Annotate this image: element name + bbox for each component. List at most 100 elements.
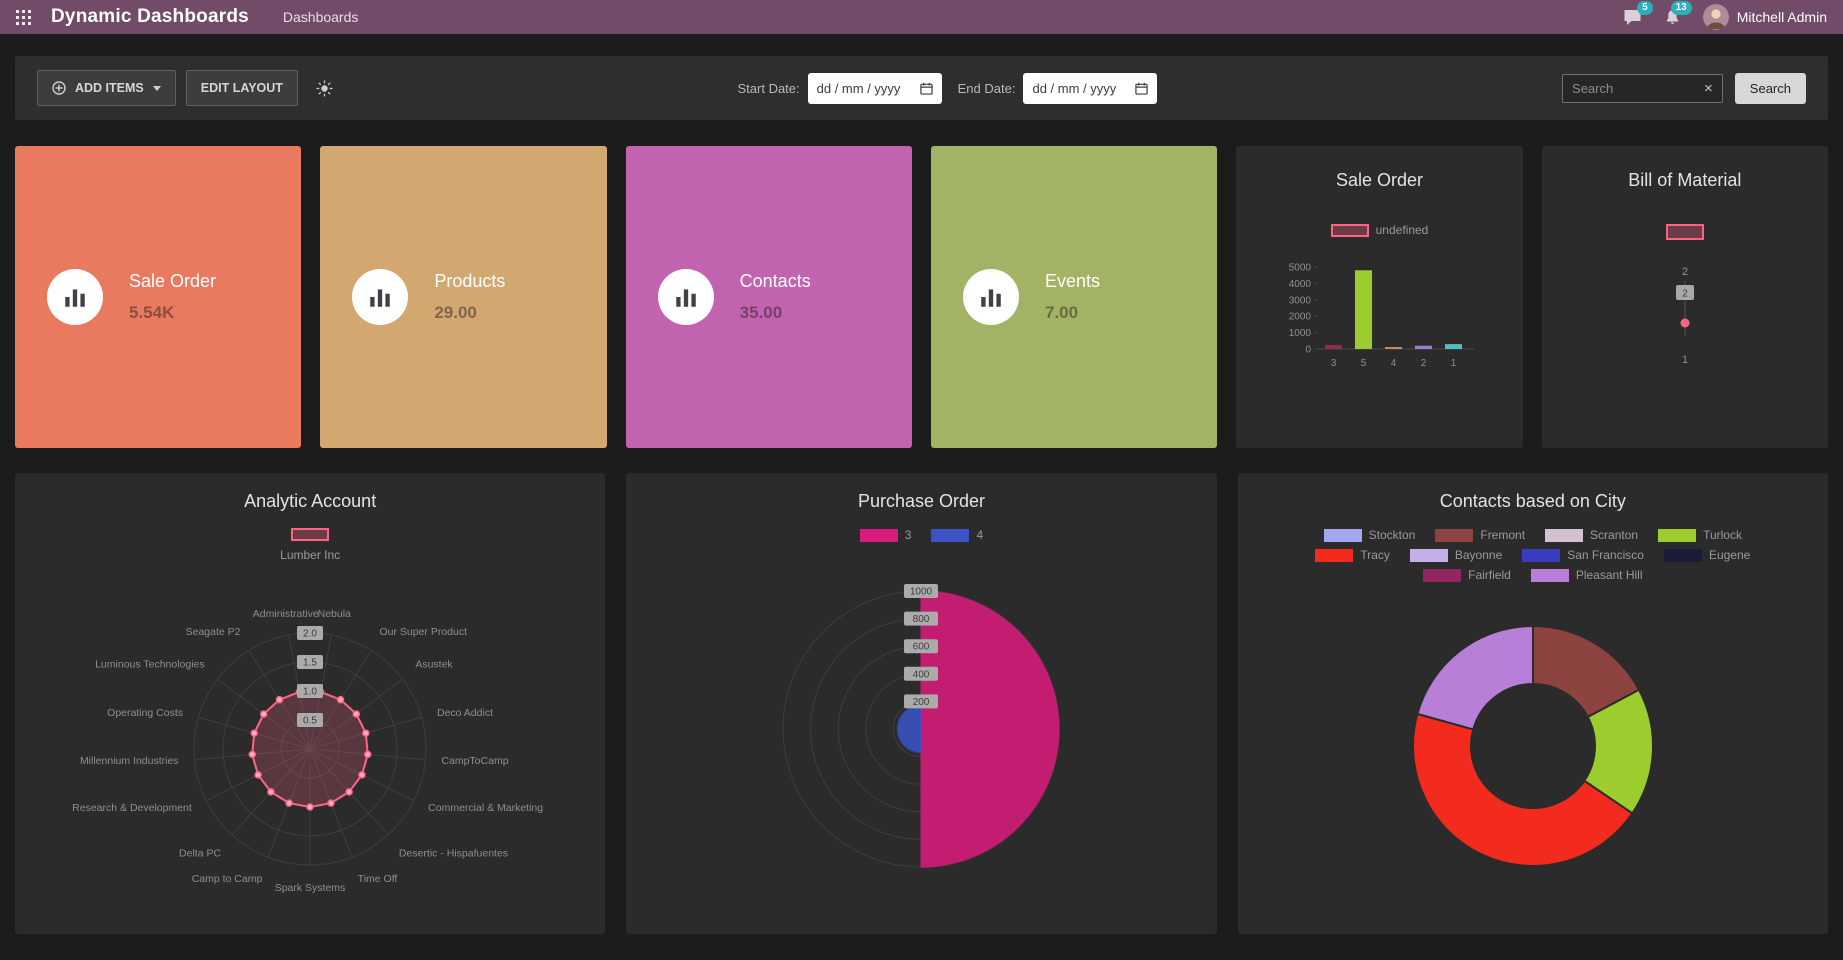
legend-swatch: [1530, 568, 1569, 582]
legend-row: Tracy Bayonne San Francisco Eugene: [1315, 548, 1750, 562]
chevron-down-icon: [152, 85, 161, 91]
svg-text:3: 3: [1331, 358, 1337, 369]
activities-bell-icon[interactable]: 13: [1664, 0, 1692, 26]
svg-text:1000: 1000: [910, 587, 933, 598]
top-navbar: Dynamic Dashboards Dashboards 5 13 Mitch…: [0, 0, 1843, 34]
legend-swatch: [1323, 528, 1362, 542]
chart-card-analytic-account: Analytic Account Lumber Inc Nebula Our Su…: [15, 473, 606, 934]
kpi-value: 7.00: [1045, 303, 1079, 322]
legend-item[interactable]: Stockton: [1323, 528, 1415, 542]
messages-icon[interactable]: 5: [1623, 0, 1653, 26]
legend-item[interactable]: 3: [859, 528, 912, 542]
svg-text:Camp to Camp: Camp to Camp: [192, 873, 263, 885]
start-date-input[interactable]: [816, 80, 913, 96]
legend-item[interactable]: Eugene: [1663, 548, 1750, 562]
svg-text:2000: 2000: [1289, 312, 1312, 323]
svg-text:Desertic - Hispafuentes: Desertic - Hispafuentes: [399, 848, 508, 860]
legend-item[interactable]: Scranton: [1545, 528, 1638, 542]
legend-item[interactable]: 4: [931, 528, 983, 542]
clear-search-icon[interactable]: ×: [1704, 79, 1713, 97]
kpi-value: 5.54K: [129, 303, 175, 322]
calendar-icon[interactable]: [919, 82, 933, 95]
legend-item[interactable]: Turlock: [1658, 528, 1742, 542]
user-menu[interactable]: Mitchell Admin: [1702, 4, 1827, 30]
legend-label: undefined: [1375, 223, 1429, 237]
svg-text:2: 2: [1682, 266, 1688, 278]
menu-dashboards[interactable]: Dashboards: [282, 9, 359, 25]
legend-label: Pleasant Hill: [1575, 568, 1643, 582]
legend-item[interactable]: Fairfield: [1423, 568, 1511, 582]
svg-text:3000: 3000: [1289, 295, 1312, 306]
svg-text:1000: 1000: [1289, 328, 1312, 339]
dashboard-toolbar: ADD ITEMS EDIT LAYOUT Start Date: End Da…: [15, 56, 1828, 120]
legend-swatch: [1330, 223, 1369, 237]
legend-label: Fremont: [1480, 528, 1526, 542]
svg-text:2: 2: [1682, 289, 1688, 300]
legend-item[interactable]: Pleasant Hill: [1530, 568, 1643, 582]
legend-label: 3: [904, 528, 912, 542]
purchase-order-polar-chart: 200 400 600 800 1000: [782, 584, 1061, 869]
chart-title: Contacts based on City: [1439, 491, 1626, 511]
calendar-icon[interactable]: [1135, 82, 1149, 95]
theme-toggle-sun-icon[interactable]: [316, 79, 333, 97]
svg-text:0.5: 0.5: [303, 716, 317, 727]
search-input[interactable]: [1572, 80, 1705, 96]
kpi-tile-contacts[interactable]: Contacts 35.00: [625, 146, 912, 448]
svg-text:2: 2: [1421, 358, 1427, 369]
legend-item[interactable]: Tracy: [1315, 548, 1390, 562]
kpi-tile-products[interactable]: Products 29.00: [320, 146, 607, 448]
user-name: Mitchell Admin: [1736, 9, 1827, 25]
svg-text:0: 0: [1306, 345, 1312, 356]
svg-text:1: 1: [1682, 354, 1688, 366]
chart-card-contacts-by-city: Stockton Fremont Scranton Turlock Tracy Bayon…: [1237, 473, 1828, 934]
chart-title: Sale Order: [1335, 170, 1424, 190]
add-items-label: ADD ITEMS: [75, 81, 144, 95]
legend-swatch: [1315, 548, 1354, 562]
chart-title: Bill of Material: [1628, 170, 1742, 190]
sale-order-bar-chart: 0 1000 2000 3000 4000 5000 3 5 4 2 1: [1289, 263, 1475, 369]
svg-text:Spark Systems: Spark Systems: [275, 882, 346, 894]
start-date-field: [807, 72, 942, 104]
chart-legend: undefined: [1330, 223, 1429, 237]
legend-item[interactable]: Fremont: [1435, 528, 1525, 542]
chart-legend: Lumber Inc: [280, 528, 340, 562]
end-date-input[interactable]: [1032, 80, 1129, 96]
chart-card-sale-order: Sale Order undefined 0 1000 2000 3000 4000 50…: [1236, 146, 1523, 448]
legend-swatch: [1545, 528, 1584, 542]
legend-swatch: [1435, 528, 1474, 542]
legend-item[interactable]: undefined: [1330, 223, 1429, 237]
legend-label: Scranton: [1590, 528, 1639, 542]
analytic-account-radar-chart: Nebula Our Super Product Asustek Deco Addic…: [72, 608, 543, 894]
apps-grid-icon[interactable]: [16, 9, 31, 25]
svg-text:400: 400: [913, 669, 930, 680]
kpi-label: Events: [1045, 271, 1101, 291]
legend-item[interactable]: San Francisco: [1522, 548, 1644, 562]
svg-text:Operating Costs: Operating Costs: [107, 707, 183, 719]
svg-text:200: 200: [913, 697, 930, 708]
legend-swatch: [1663, 548, 1702, 562]
edit-layout-button[interactable]: EDIT LAYOUT: [185, 70, 298, 106]
kpi-label: Sale Order: [129, 271, 217, 291]
kpi-tile-events[interactable]: Events 7.00: [931, 146, 1218, 448]
search-button[interactable]: Search: [1734, 72, 1806, 104]
legend-label: San Francisco: [1567, 548, 1644, 562]
kpi-value: 29.00: [434, 303, 477, 322]
legend-item[interactable]: Lumber Inc: [280, 528, 340, 562]
edit-layout-label: EDIT LAYOUT: [200, 81, 283, 95]
add-items-button[interactable]: ADD ITEMS: [37, 70, 176, 106]
svg-text:5: 5: [1361, 358, 1367, 369]
svg-text:2.0: 2.0: [303, 629, 317, 640]
kpi-value: 35.00: [739, 303, 783, 322]
legend-label: Turlock: [1703, 528, 1742, 542]
svg-text:4: 4: [1391, 358, 1397, 369]
legend-label: Lumber Inc: [280, 548, 341, 562]
kpi-tile-sale-order[interactable]: Sale Order 5.54K: [15, 146, 302, 448]
legend-item[interactable]: Bayonne: [1409, 548, 1502, 562]
bar-chart-icon: [657, 269, 714, 325]
messages-badge: 5: [1637, 0, 1653, 15]
kpi-label: Products: [434, 271, 506, 291]
kpi-and-small-charts-row: Sale Order 5.54K Products 29.00: [15, 146, 1828, 448]
legend-label: 4: [976, 528, 984, 542]
